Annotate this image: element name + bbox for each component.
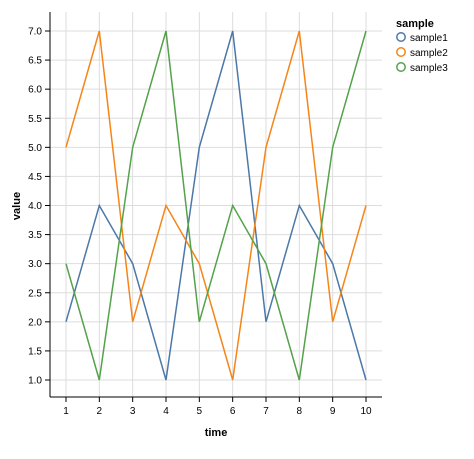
legend-label: sample2 xyxy=(410,48,448,59)
legend-symbol-sample1 xyxy=(396,32,406,42)
series-line-sample3 xyxy=(65,30,367,381)
y-tick-label: 5.5 xyxy=(28,114,42,125)
series-line-sample2 xyxy=(65,30,367,381)
x-tick-label: 7 xyxy=(263,406,269,417)
series-lines xyxy=(65,30,367,381)
y-tick-label: 3.5 xyxy=(28,230,42,241)
legend-title: sample xyxy=(396,18,434,30)
legend-symbol-sample2 xyxy=(396,47,406,57)
y-tick-label: 2.5 xyxy=(28,288,42,299)
x-tick-label: 5 xyxy=(197,406,203,417)
y-tick-label: 7.0 xyxy=(28,27,42,38)
x-tick-label: 9 xyxy=(330,406,336,417)
legend: sample sample1 sample2 sample3 xyxy=(396,18,448,74)
y-tick-label: 2.0 xyxy=(28,317,42,328)
x-tick-label: 4 xyxy=(163,406,169,417)
y-tick-label: 6.5 xyxy=(28,56,42,67)
x-tick-label: 10 xyxy=(360,406,372,417)
y-tick-label: 3.0 xyxy=(28,259,42,270)
y-axis-title: value xyxy=(11,192,23,220)
legend-label: sample3 xyxy=(410,63,448,74)
x-tick-label: 6 xyxy=(230,406,236,417)
y-tick-label: 5.0 xyxy=(28,143,42,154)
x-tick-label: 3 xyxy=(130,406,136,417)
legend-symbol-sample3 xyxy=(396,62,406,72)
axes: 1.0 1.5 2.0 2.5 3.0 3.5 4.0 4.5 5.0 5.5 6.0 6.5 7.0 1… xyxy=(28,12,382,417)
y-tick-label: 1.5 xyxy=(28,346,42,357)
y-tick-label: 1.0 xyxy=(28,376,42,387)
y-tick-label: 4.5 xyxy=(28,172,42,183)
y-tick-label: 6.0 xyxy=(28,85,42,96)
grid-lines xyxy=(50,12,382,397)
legend-label: sample1 xyxy=(410,33,448,44)
x-tick-label: 2 xyxy=(97,406,103,417)
series-line-sample1 xyxy=(65,30,367,381)
x-axis-title: time xyxy=(205,427,228,439)
y-tick-label: 4.0 xyxy=(28,201,42,212)
x-tick-label: 1 xyxy=(63,406,69,417)
x-tick-label: 8 xyxy=(297,406,303,417)
